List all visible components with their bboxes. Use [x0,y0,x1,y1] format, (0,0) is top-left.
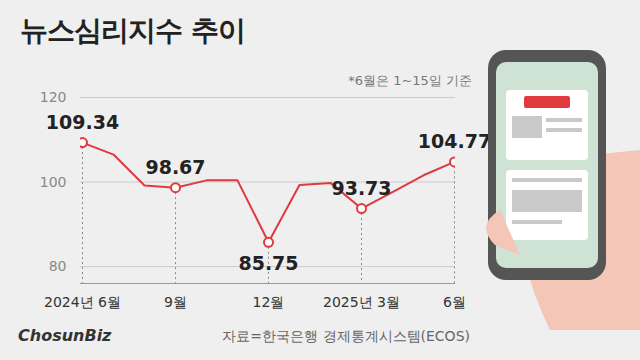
svg-text:93.73: 93.73 [331,177,391,199]
html-text:뉴스심리지수 추이: 뉴스심리지수 추이 [20,14,245,47]
svg-text:100: 100 [40,174,67,190]
svg-text:104.77: 104.77 [418,130,491,152]
html-text:*6월은 1~15일 기준: *6월은 1~15일 기준 [348,73,472,88]
svg-text:2025년 3월: 2025년 3월 [323,294,400,310]
svg-text:85.75: 85.75 [238,252,298,274]
svg-text:6월: 6월 [443,294,466,310]
html-text:자료=한국은행 경제통계시스템(ECOS): 자료=한국은행 경제통계시스템(ECOS) [222,328,470,344]
svg-text:109.34: 109.34 [46,111,119,133]
svg-text:12월: 12월 [253,294,285,310]
html-text:ChosunBiz: ChosunBiz [18,326,112,345]
svg-text:9월: 9월 [164,294,187,310]
svg-text:2024년 6월: 2024년 6월 [44,294,121,310]
svg-text:80: 80 [49,258,67,274]
svg-text:98.67: 98.67 [145,156,205,178]
svg-text:120: 120 [40,89,67,105]
